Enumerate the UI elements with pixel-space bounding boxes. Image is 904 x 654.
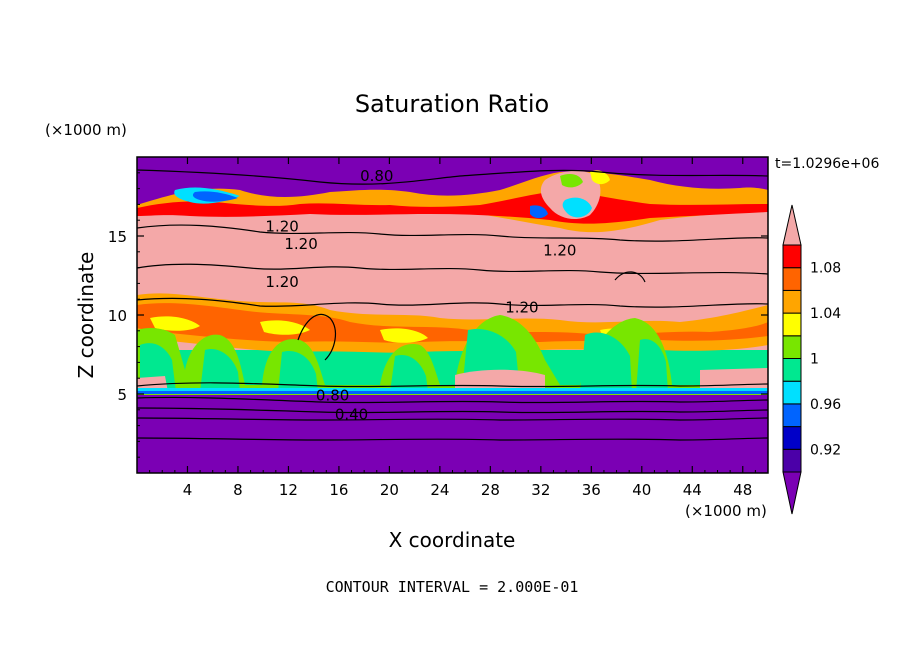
x-tick-label: 48	[733, 481, 752, 499]
x-tick-label: 44	[683, 481, 702, 499]
x-axis-unit: (×1000 m)	[685, 502, 767, 520]
x-tick-label: 24	[430, 481, 449, 499]
upper-red-band	[137, 190, 768, 224]
colorbar-tick-label: 1.04	[810, 306, 841, 322]
colorbar-segment	[782, 380, 802, 405]
contour-lines	[137, 169, 768, 441]
y-tick-label: 5	[117, 386, 127, 404]
contour-label: 0.80	[360, 167, 393, 185]
x-tick-label: 20	[380, 481, 399, 499]
y-tick-label: 10	[108, 307, 127, 325]
x-axis-label: X coordinate	[389, 528, 516, 552]
upper-yellow-blob	[590, 170, 610, 185]
x-tick-label: 36	[582, 481, 601, 499]
x-tick-label: 28	[481, 481, 500, 499]
x-tick-label: 40	[632, 481, 651, 499]
colorbar-overflow	[782, 204, 802, 246]
upper-green-blob-right	[560, 174, 583, 188]
upper-blue-blob-right2	[530, 205, 548, 219]
colorbar-underflow	[782, 471, 802, 515]
cyan-base-line	[137, 388, 768, 391]
colorbar-tick-label: 1.08	[810, 261, 841, 277]
plot-area	[137, 157, 768, 473]
y-axis: 5 10 15	[108, 172, 768, 458]
y-axis-label: Z coordinate	[74, 252, 98, 379]
colorbar-segment	[782, 426, 802, 450]
contour-labels: 0.801.201.201.201.201.200.800.40	[265, 167, 576, 424]
pink-lens-center	[455, 369, 545, 390]
contour-interval-footer: CONTOUR INTERVAL = 2.000E-01	[326, 578, 579, 596]
field-lower-purple	[137, 395, 768, 473]
colorbar-tick-label: 0.96	[810, 397, 841, 413]
y-axis-unit: (×1000 m)	[45, 121, 127, 139]
upper-blue-blob	[192, 191, 238, 202]
x-tick-label: 32	[531, 481, 550, 499]
colorbar-tick-label: 1	[810, 352, 819, 368]
contour-label: 1.20	[543, 241, 576, 259]
x-tick-label: 16	[329, 481, 348, 499]
x-tick-label: 4	[183, 481, 193, 499]
blue-base-line	[137, 391, 768, 394]
colorbar-segment	[782, 448, 802, 473]
colorbar-segment	[782, 403, 802, 428]
contour-label: 1.20	[265, 218, 298, 236]
time-label: t=1.0296e+06	[775, 156, 879, 172]
colorbar-tick-label: 0.92	[810, 442, 841, 458]
x-axis: 4 8 12 16 20 24 28 32 36 40 44 48	[149, 157, 756, 499]
green-inner-towers	[140, 328, 668, 392]
contour-label: 1.20	[265, 273, 298, 291]
colorbar-segment	[782, 267, 802, 291]
colorbar-segment	[782, 312, 802, 337]
contour-label: 0.80	[316, 387, 349, 405]
contour-label: 0.40	[335, 406, 368, 424]
x-tick-label: 8	[233, 481, 243, 499]
mid-yellow-patches	[150, 316, 650, 343]
chart-title: Saturation Ratio	[355, 90, 549, 118]
colorbar-segment	[782, 289, 802, 314]
y-tick-label: 15	[108, 228, 127, 246]
colorbar-segment	[782, 358, 802, 382]
colorbar-segment	[782, 244, 802, 269]
contour-label: 1.20	[505, 298, 538, 316]
upper-cyan-blob-right	[562, 197, 592, 218]
colorbar: 0.92 0.96 1 1.04 1.08	[782, 204, 841, 515]
colorbar-segment	[782, 335, 802, 359]
x-tick-label: 12	[279, 481, 298, 499]
contour-label: 1.20	[284, 235, 317, 253]
